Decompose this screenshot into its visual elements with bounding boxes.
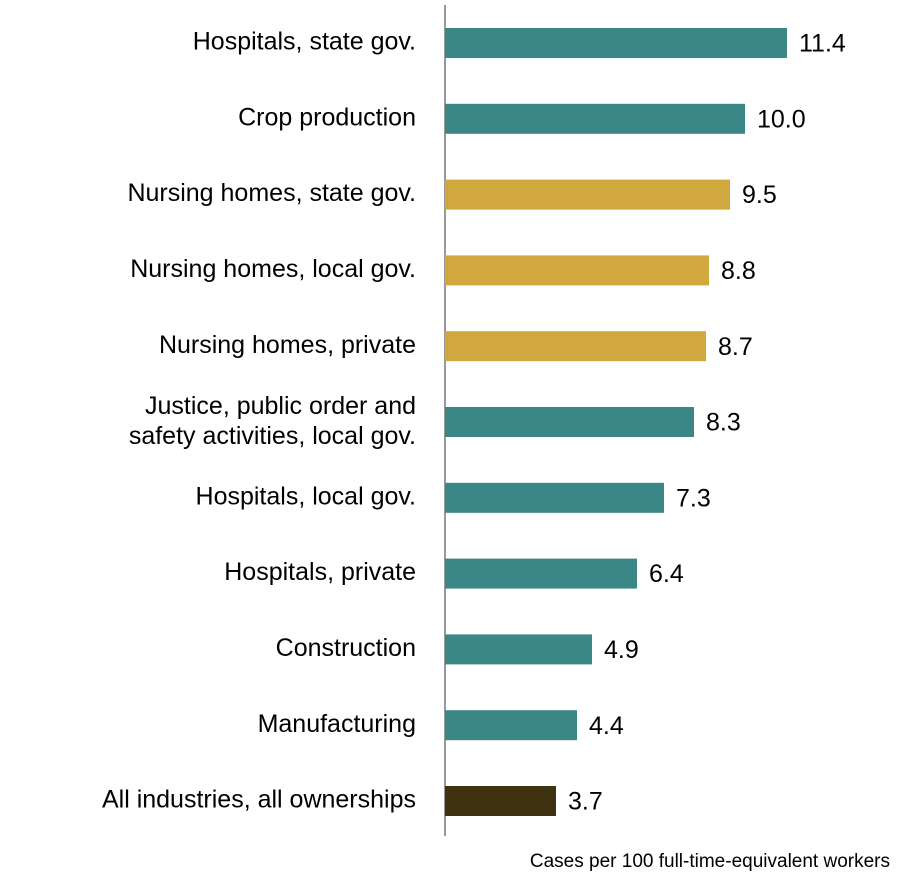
bar bbox=[445, 558, 637, 589]
x-axis-label: Cases per 100 full-time-equivalent worke… bbox=[530, 851, 890, 872]
y-tick-label: Justice, public order and safety activiti… bbox=[129, 392, 416, 450]
y-tick-label: All industries, all ownerships bbox=[102, 786, 416, 814]
value-label: 10.0 bbox=[757, 105, 806, 133]
value-label: 8.7 bbox=[718, 333, 753, 361]
value-label: 4.9 bbox=[604, 636, 639, 664]
y-tick-label: Nursing homes, private bbox=[159, 331, 416, 359]
value-label: 11.4 bbox=[799, 30, 846, 58]
bar bbox=[445, 255, 709, 286]
value-label: 6.4 bbox=[649, 560, 684, 588]
y-tick-label: Crop production bbox=[238, 103, 416, 131]
bar bbox=[445, 786, 556, 816]
value-label: 8.8 bbox=[721, 257, 756, 285]
bar bbox=[445, 710, 577, 741]
bar bbox=[445, 482, 664, 513]
y-tick-label: Nursing homes, state gov. bbox=[127, 179, 416, 207]
bar bbox=[445, 179, 730, 210]
bar bbox=[445, 407, 694, 437]
y-tick-label: Hospitals, state gov. bbox=[193, 28, 416, 56]
bar bbox=[445, 28, 787, 58]
bar bbox=[445, 634, 592, 665]
value-label: 4.4 bbox=[589, 712, 624, 740]
y-tick-label: Manufacturing bbox=[258, 710, 416, 738]
y-tick-label: Nursing homes, local gov. bbox=[130, 255, 416, 283]
value-label: 3.7 bbox=[568, 788, 603, 816]
y-tick-label: Construction bbox=[276, 634, 416, 662]
bar bbox=[445, 103, 745, 134]
y-tick-label: Hospitals, private bbox=[224, 558, 416, 586]
y-tick-label: Hospitals, local gov. bbox=[196, 482, 416, 510]
value-label: 7.3 bbox=[676, 484, 711, 512]
bar bbox=[445, 331, 706, 362]
value-label: 9.5 bbox=[742, 181, 777, 209]
value-label: 8.3 bbox=[706, 409, 741, 437]
